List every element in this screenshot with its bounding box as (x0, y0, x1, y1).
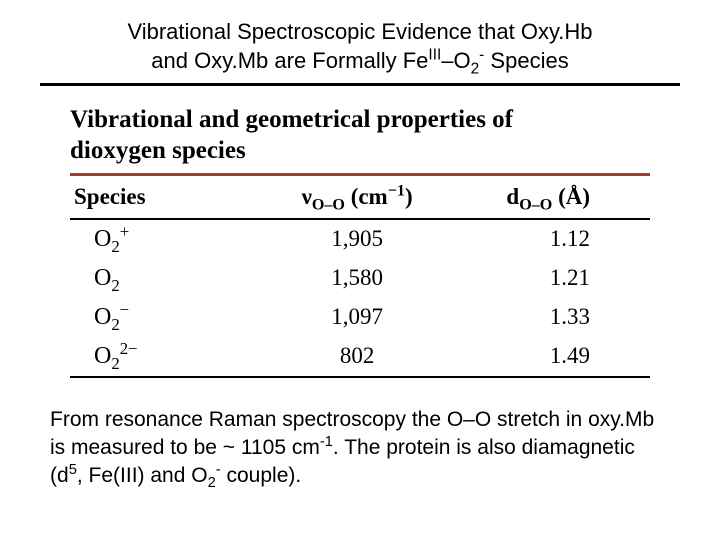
table-title: Vibrational and geometrical properties o… (70, 104, 680, 167)
cell-species: O2 (70, 259, 261, 298)
cell-d: 1.49 (453, 337, 650, 376)
table-row: O2+1,9051.12 (70, 220, 650, 259)
bottom-black-rule (70, 376, 650, 378)
cell-nu: 1,580 (261, 259, 452, 298)
title-line-1: Vibrational Spectroscopic Evidence that … (127, 19, 592, 44)
data-table: Species νO–O (cm−1) dO–O (Å) (70, 176, 650, 218)
title-line-2: and Oxy.Mb are Formally FeIII–O2- Specie… (151, 48, 568, 73)
table-row: O2−1,0971.33 (70, 298, 650, 337)
cell-nu: 1,905 (261, 220, 452, 259)
col-nu: νO–O (cm−1) (261, 176, 452, 218)
cell-nu: 1,097 (261, 298, 452, 337)
caption-text: From resonance Raman spectroscopy the O–… (50, 406, 670, 491)
table-region: Species νO–O (cm−1) dO–O (Å) O2+1,9051.1… (70, 173, 650, 378)
table-row: O21,5801.21 (70, 259, 650, 298)
cell-species: O22− (70, 337, 261, 376)
cell-nu: 802 (261, 337, 452, 376)
col-d: dO–O (Å) (453, 176, 650, 218)
table-header-row: Species νO–O (cm−1) dO–O (Å) (70, 176, 650, 218)
cell-d: 1.21 (453, 259, 650, 298)
cell-d: 1.12 (453, 220, 650, 259)
data-table-body: O2+1,9051.12O21,5801.21O2−1,0971.33O22−8… (70, 220, 650, 376)
cell-species: O2+ (70, 220, 261, 259)
col-species: Species (70, 176, 261, 218)
cell-d: 1.33 (453, 298, 650, 337)
page-title: Vibrational Spectroscopic Evidence that … (40, 18, 680, 86)
table-row: O22−8021.49 (70, 337, 650, 376)
cell-species: O2− (70, 298, 261, 337)
